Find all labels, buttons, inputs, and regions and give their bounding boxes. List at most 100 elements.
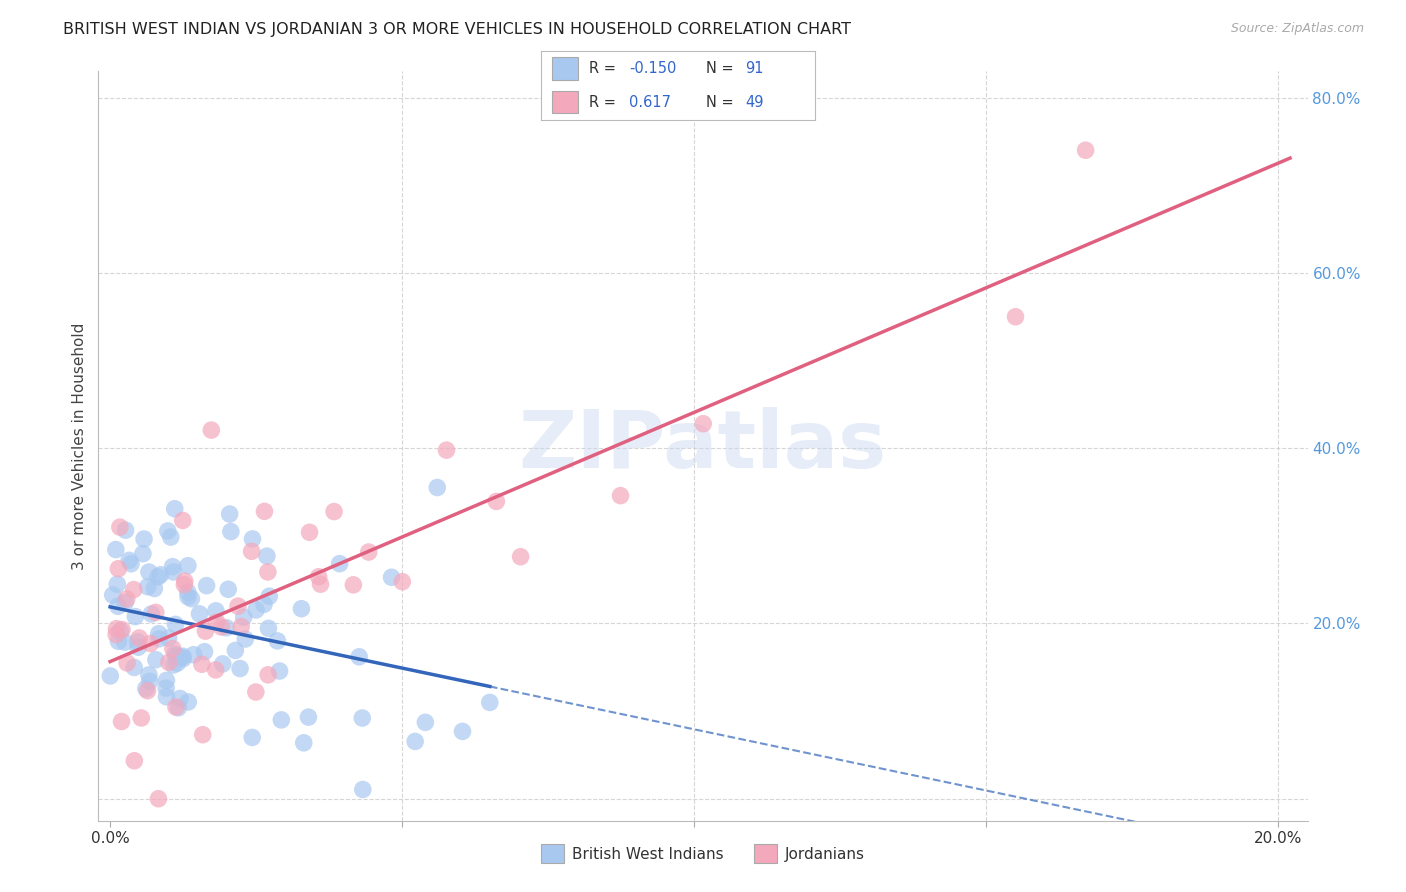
British West Indians — [426, 481, 449, 495]
British West Indians — [297, 710, 319, 724]
British West Indians — [110, 624, 132, 638]
British West Indians — [347, 649, 370, 664]
British West Indians — [229, 661, 252, 675]
Jordanians — [308, 570, 330, 584]
Jordanians — [128, 631, 150, 645]
British West Indians — [193, 645, 215, 659]
Jordanians — [204, 663, 226, 677]
British West Indians — [172, 649, 194, 664]
British West Indians — [380, 570, 402, 584]
British West Indians — [256, 549, 278, 563]
British West Indians — [104, 542, 127, 557]
Jordanians — [122, 582, 145, 597]
Jordanians — [231, 619, 253, 633]
Jordanians — [131, 711, 153, 725]
British West Indians — [167, 700, 190, 714]
Text: -0.150: -0.150 — [628, 61, 676, 76]
British West Indians — [404, 734, 426, 748]
British West Indians — [177, 695, 200, 709]
British West Indians — [269, 664, 291, 678]
British West Indians — [172, 651, 194, 665]
Jordanians — [194, 624, 217, 639]
Jordanians — [323, 505, 346, 519]
British West Indians — [141, 607, 163, 621]
Jordanians — [157, 656, 180, 670]
Jordanians — [108, 520, 131, 534]
British West Indians — [195, 579, 218, 593]
Text: ZIPatlas: ZIPatlas — [519, 407, 887, 485]
British West Indians — [155, 681, 177, 695]
Legend: British West Indians, Jordanians: British West Indians, Jordanians — [536, 838, 870, 869]
British West Indians — [114, 596, 136, 610]
British West Indians — [266, 634, 288, 648]
British West Indians — [415, 715, 437, 730]
British West Indians — [232, 610, 254, 624]
Jordanians — [211, 620, 233, 634]
Jordanians — [342, 578, 364, 592]
Jordanians — [148, 791, 170, 805]
Text: R =: R = — [589, 95, 616, 110]
British West Indians — [211, 657, 233, 671]
British West Indians — [352, 782, 374, 797]
British West Indians — [233, 632, 256, 646]
Jordanians — [115, 591, 138, 606]
British West Indians — [217, 582, 239, 597]
British West Indians — [163, 647, 186, 661]
Jordanians — [165, 700, 187, 714]
British West Indians — [105, 577, 128, 591]
British West Indians — [149, 567, 172, 582]
British West Indians — [107, 599, 129, 614]
British West Indians — [177, 585, 200, 599]
Jordanians — [136, 683, 159, 698]
British West Indians — [132, 532, 155, 546]
Jordanians — [692, 417, 714, 431]
Text: 49: 49 — [745, 95, 763, 110]
Jordanians — [139, 636, 162, 650]
British West Indians — [162, 565, 184, 579]
British West Indians — [120, 557, 142, 571]
Jordanians — [245, 685, 267, 699]
British West Indians — [143, 582, 166, 596]
British West Indians — [205, 604, 228, 618]
British West Indians — [138, 668, 160, 682]
Jordanians — [436, 443, 458, 458]
Jordanians — [298, 525, 321, 540]
British West Indians — [352, 711, 374, 725]
Jordanians — [191, 728, 214, 742]
British West Indians — [245, 603, 267, 617]
British West Indians — [257, 621, 280, 635]
Jordanians — [309, 577, 332, 591]
FancyBboxPatch shape — [553, 57, 578, 80]
Jordanians — [162, 641, 184, 656]
British West Indians — [138, 565, 160, 579]
British West Indians — [114, 523, 136, 537]
British West Indians — [127, 640, 149, 655]
British West Indians — [177, 590, 200, 604]
Jordanians — [145, 606, 167, 620]
British West Indians — [124, 609, 146, 624]
Text: 0.617: 0.617 — [628, 95, 671, 110]
Jordanians — [115, 656, 138, 670]
Jordanians — [200, 423, 222, 437]
British West Indians — [107, 634, 129, 648]
Jordanians — [173, 577, 195, 591]
British West Indians — [162, 559, 184, 574]
British West Indians — [122, 660, 145, 674]
Y-axis label: 3 or more Vehicles in Household: 3 or more Vehicles in Household — [72, 322, 87, 570]
British West Indians — [290, 601, 312, 615]
British West Indians — [166, 656, 188, 670]
Jordanians — [257, 668, 280, 682]
British West Indians — [148, 632, 170, 646]
Jordanians — [257, 565, 280, 579]
British West Indians — [242, 532, 264, 546]
Jordanians — [107, 562, 129, 576]
British West Indians — [177, 558, 200, 573]
British West Indians — [101, 588, 124, 602]
British West Indians — [165, 617, 187, 632]
British West Indians — [135, 681, 157, 696]
British West Indians — [218, 507, 240, 521]
Jordanians — [105, 627, 128, 641]
Jordanians — [357, 545, 380, 559]
British West Indians — [224, 643, 246, 657]
British West Indians — [253, 597, 276, 611]
